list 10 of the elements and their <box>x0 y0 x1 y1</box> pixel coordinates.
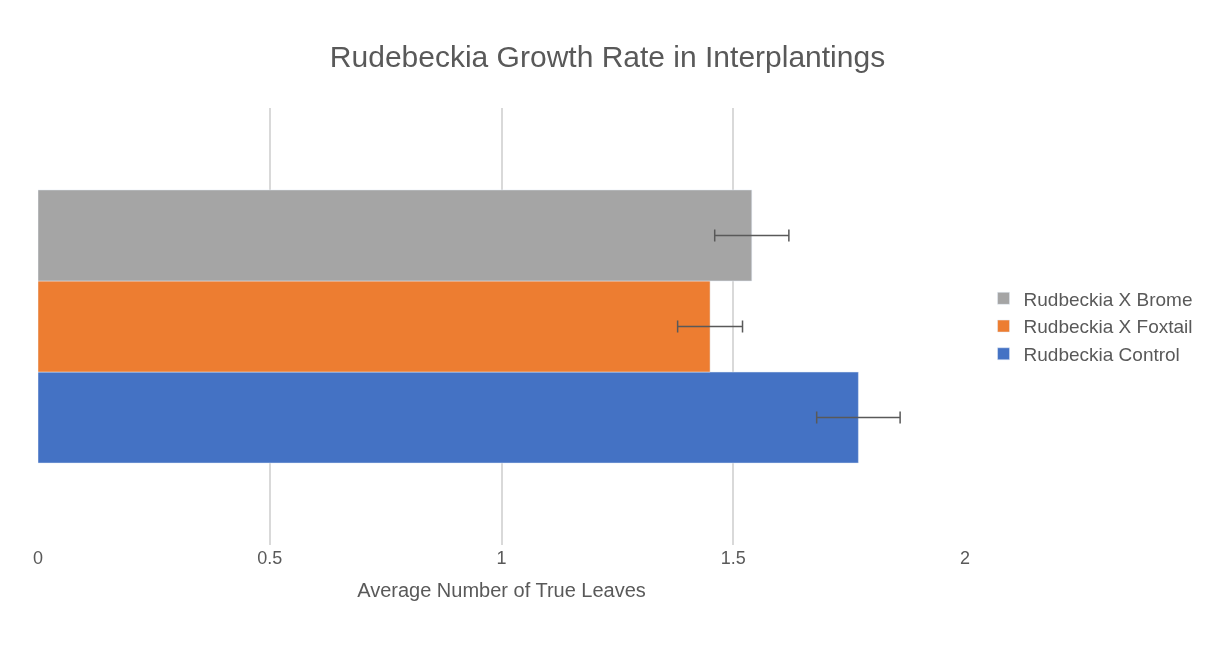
chart-title: Rudebeckia Growth Rate in Interplantings <box>329 40 886 74</box>
x-tick-label: 1 <box>496 548 507 568</box>
x-tick-label: 1.5 <box>720 548 746 568</box>
legend-label: Rudbeckia X Foxtail <box>1023 316 1193 338</box>
x-tick-label: 0 <box>32 548 44 568</box>
x-tick-label: 2 <box>959 548 971 568</box>
x-axis-title: Average Number of True Leaves <box>357 578 646 601</box>
legend-label: Rudbeckia X Brome <box>1023 288 1193 310</box>
legend-label: Rudbeckia Control <box>1023 344 1180 366</box>
x-tick-label: 0.5 <box>257 548 283 568</box>
